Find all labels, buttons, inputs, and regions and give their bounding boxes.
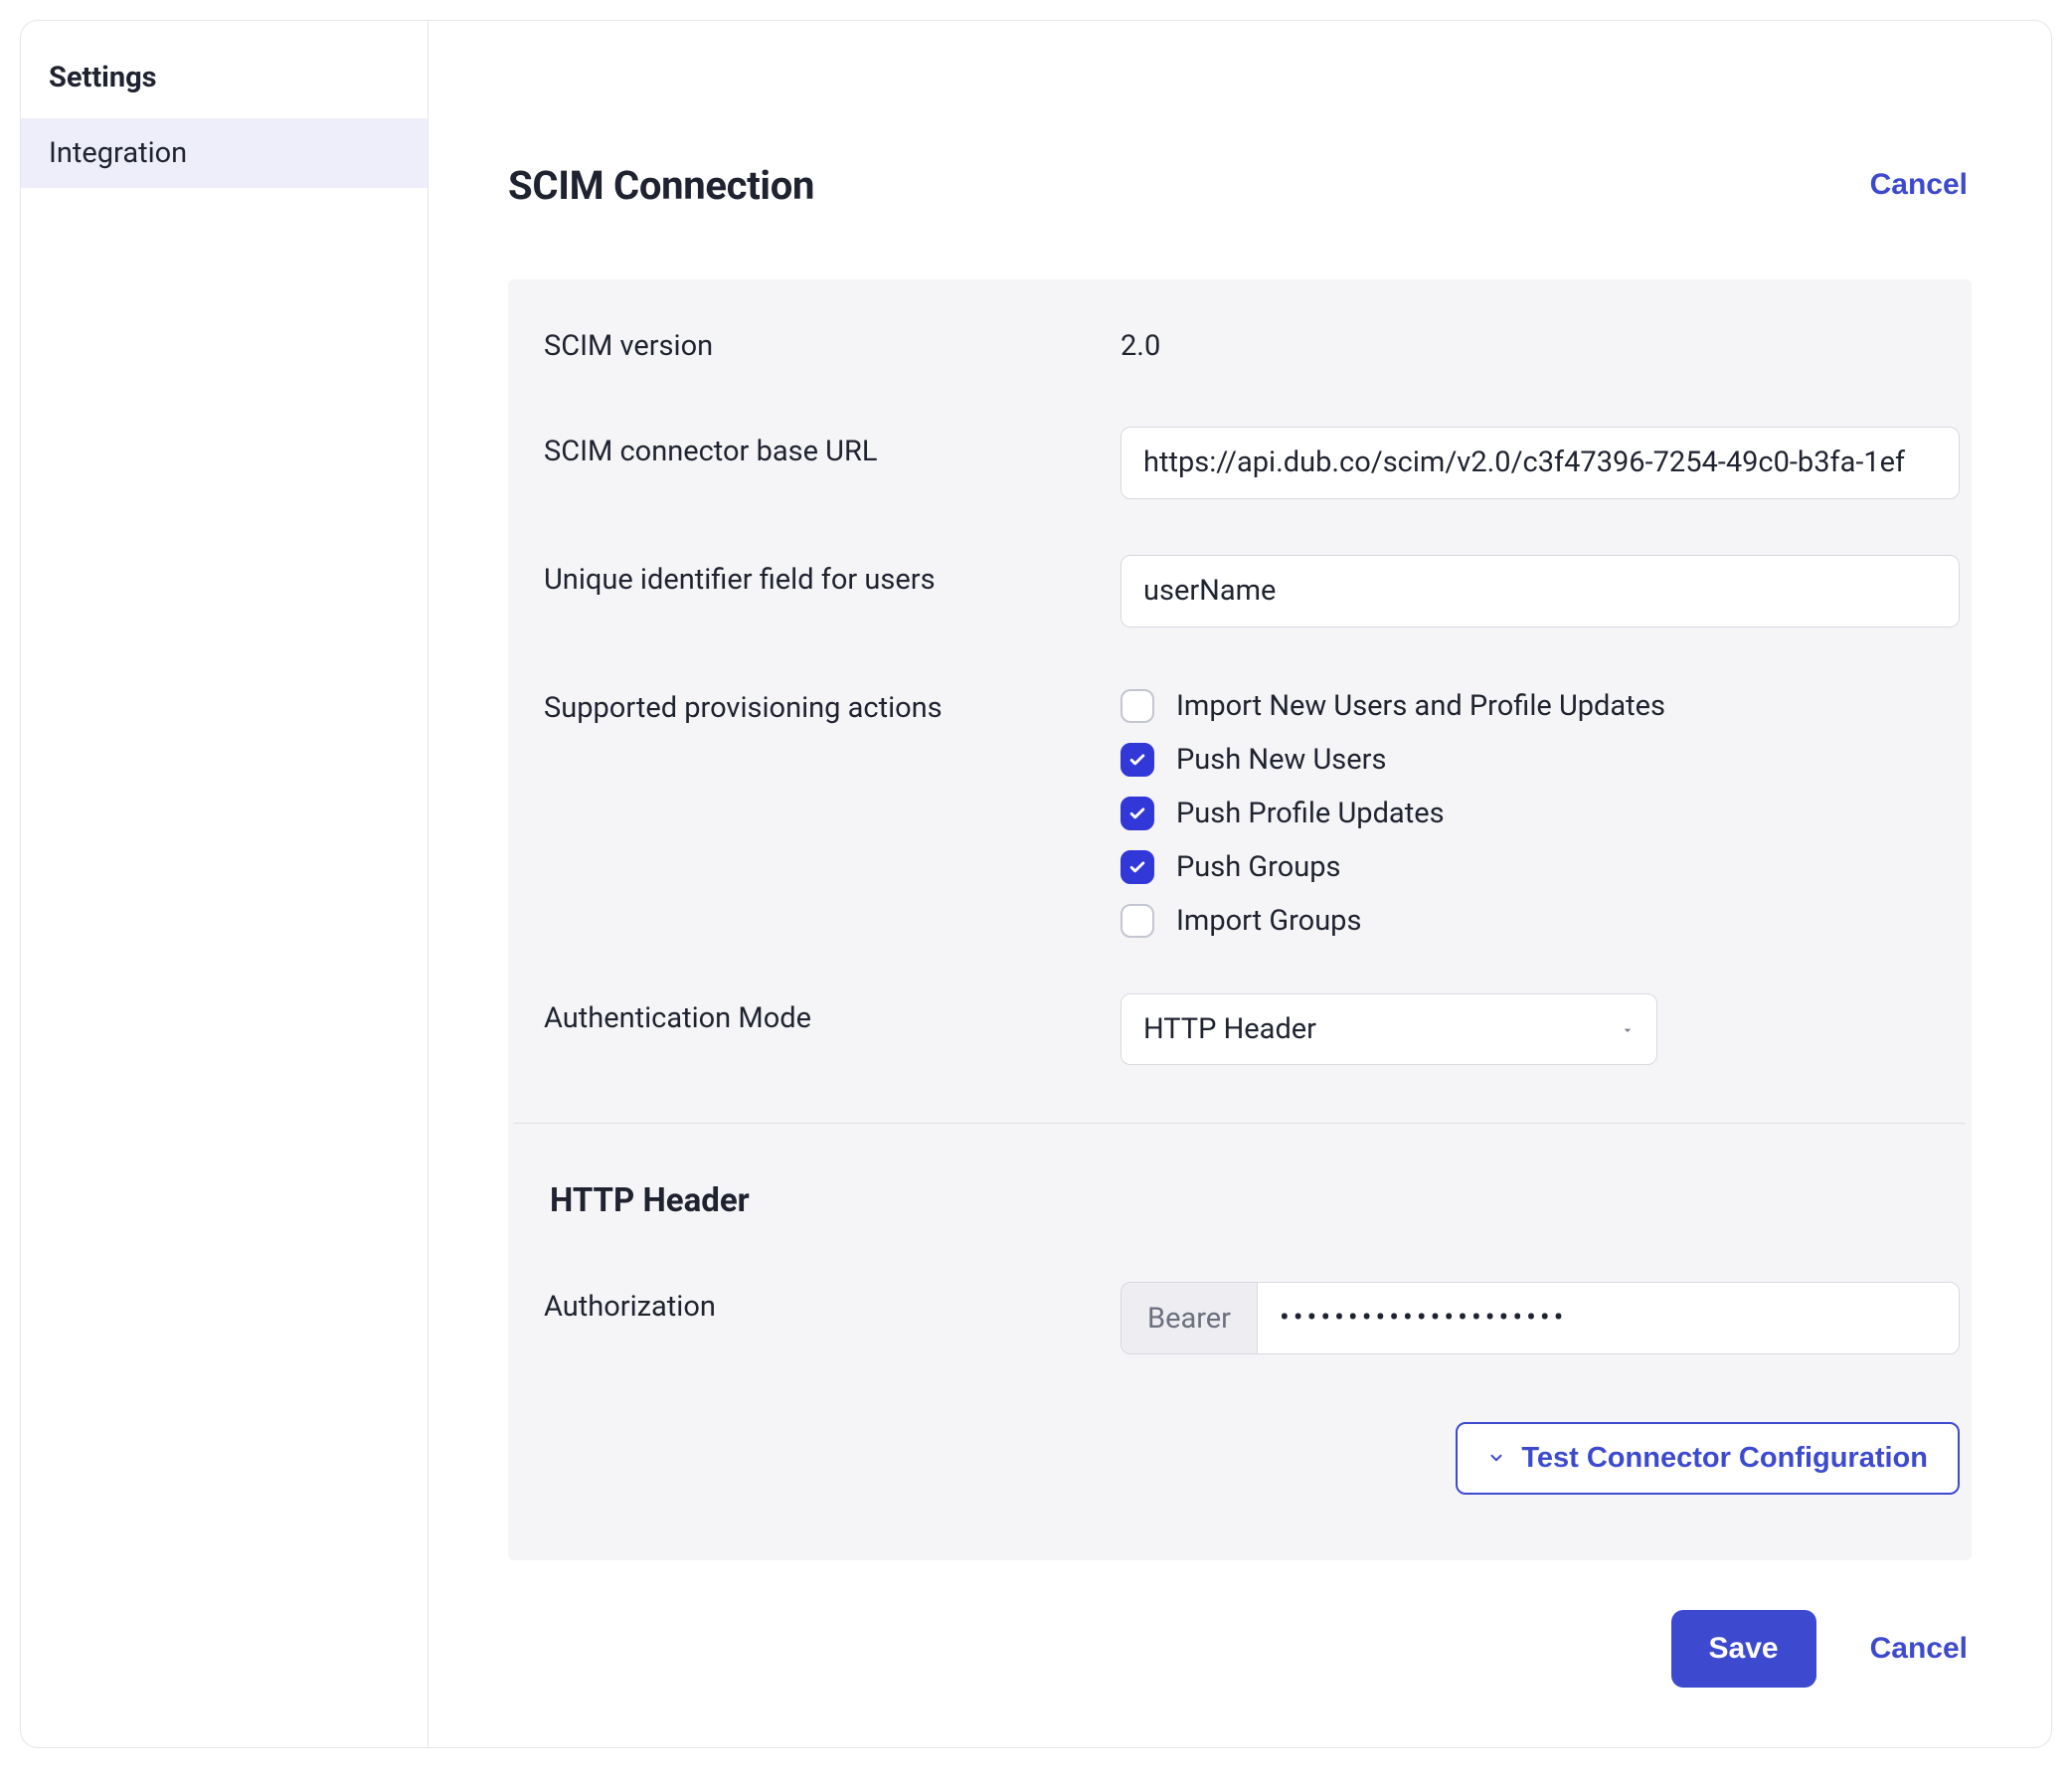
bearer-prefix: Bearer	[1121, 1282, 1257, 1354]
provisioning-option-label: Import Groups	[1176, 904, 1361, 938]
provisioning-option[interactable]: Import Groups	[1121, 904, 1960, 938]
row-unique-id: Unique identifier field for users	[514, 527, 1966, 655]
checkbox-icon[interactable]	[1121, 743, 1154, 777]
section-heading-http-header: HTTP Header	[514, 1154, 1966, 1254]
label-scim-version: SCIM version	[514, 293, 1121, 399]
provisioning-option[interactable]: Push Profile Updates	[1121, 797, 1960, 830]
scim-panel: SCIM version 2.0 SCIM connector base URL…	[508, 279, 1972, 1560]
main-content: SCIM Connection Cancel SCIM version 2.0 …	[429, 21, 2051, 1747]
cancel-button-bottom[interactable]: Cancel	[1866, 1624, 1972, 1674]
label-auth-mode: Authentication Mode	[514, 966, 1121, 1071]
checkbox-icon[interactable]	[1121, 904, 1154, 938]
row-auth-mode: Authentication Mode HTTP Header	[514, 966, 1966, 1094]
page-title: SCIM Connection	[508, 162, 814, 209]
provisioning-option[interactable]: Import New Users and Profile Updates	[1121, 689, 1960, 723]
section-divider	[514, 1123, 1966, 1124]
page-actions: Save Cancel	[508, 1560, 1972, 1688]
input-bearer-token[interactable]	[1257, 1282, 1960, 1354]
provisioning-option-label: Push New Users	[1176, 743, 1386, 777]
sidebar-item-integration[interactable]: Integration	[21, 118, 428, 188]
chevron-down-icon	[1487, 1442, 1505, 1475]
label-unique-id: Unique identifier field for users	[514, 527, 1121, 632]
save-button[interactable]: Save	[1671, 1610, 1816, 1688]
label-authorization: Authorization	[514, 1254, 1121, 1359]
input-base-url[interactable]	[1121, 427, 1960, 499]
test-connector-button[interactable]: Test Connector Configuration	[1456, 1422, 1960, 1495]
cancel-link-top[interactable]: Cancel	[1866, 160, 1972, 210]
auth-mode-select-wrap: HTTP Header	[1121, 993, 1657, 1066]
sidebar: Settings Integration	[21, 21, 429, 1747]
panel-actions: Test Connector Configuration	[514, 1382, 1966, 1530]
test-connector-button-label: Test Connector Configuration	[1521, 1442, 1928, 1475]
provisioning-option[interactable]: Push New Users	[1121, 743, 1960, 777]
provisioning-option-label: Push Groups	[1176, 850, 1341, 884]
checkbox-icon[interactable]	[1121, 850, 1154, 884]
row-base-url: SCIM connector base URL	[514, 399, 1966, 527]
input-unique-id[interactable]	[1121, 555, 1960, 627]
row-authorization: Authorization Bearer	[514, 1254, 1966, 1382]
provisioning-option-label: Push Profile Updates	[1176, 797, 1445, 830]
page-header: SCIM Connection Cancel	[508, 160, 1972, 210]
sidebar-title: Settings	[21, 43, 428, 118]
checkbox-icon[interactable]	[1121, 689, 1154, 723]
row-provisioning: Supported provisioning actions Import Ne…	[514, 655, 1966, 966]
row-scim-version: SCIM version 2.0	[514, 293, 1966, 399]
bearer-input-group: Bearer	[1121, 1282, 1960, 1354]
provisioning-checkbox-list: Import New Users and Profile Updates Pus…	[1121, 683, 1960, 938]
label-provisioning: Supported provisioning actions	[514, 655, 1121, 761]
checkbox-icon[interactable]	[1121, 797, 1154, 830]
settings-frame: Settings Integration SCIM Connection Can…	[20, 20, 2052, 1748]
provisioning-option[interactable]: Push Groups	[1121, 850, 1960, 884]
auth-mode-select[interactable]: HTTP Header	[1121, 993, 1657, 1066]
value-scim-version: 2.0	[1121, 293, 1966, 399]
label-base-url: SCIM connector base URL	[514, 399, 1121, 504]
sidebar-item-label: Integration	[49, 136, 187, 170]
provisioning-option-label: Import New Users and Profile Updates	[1176, 689, 1665, 723]
